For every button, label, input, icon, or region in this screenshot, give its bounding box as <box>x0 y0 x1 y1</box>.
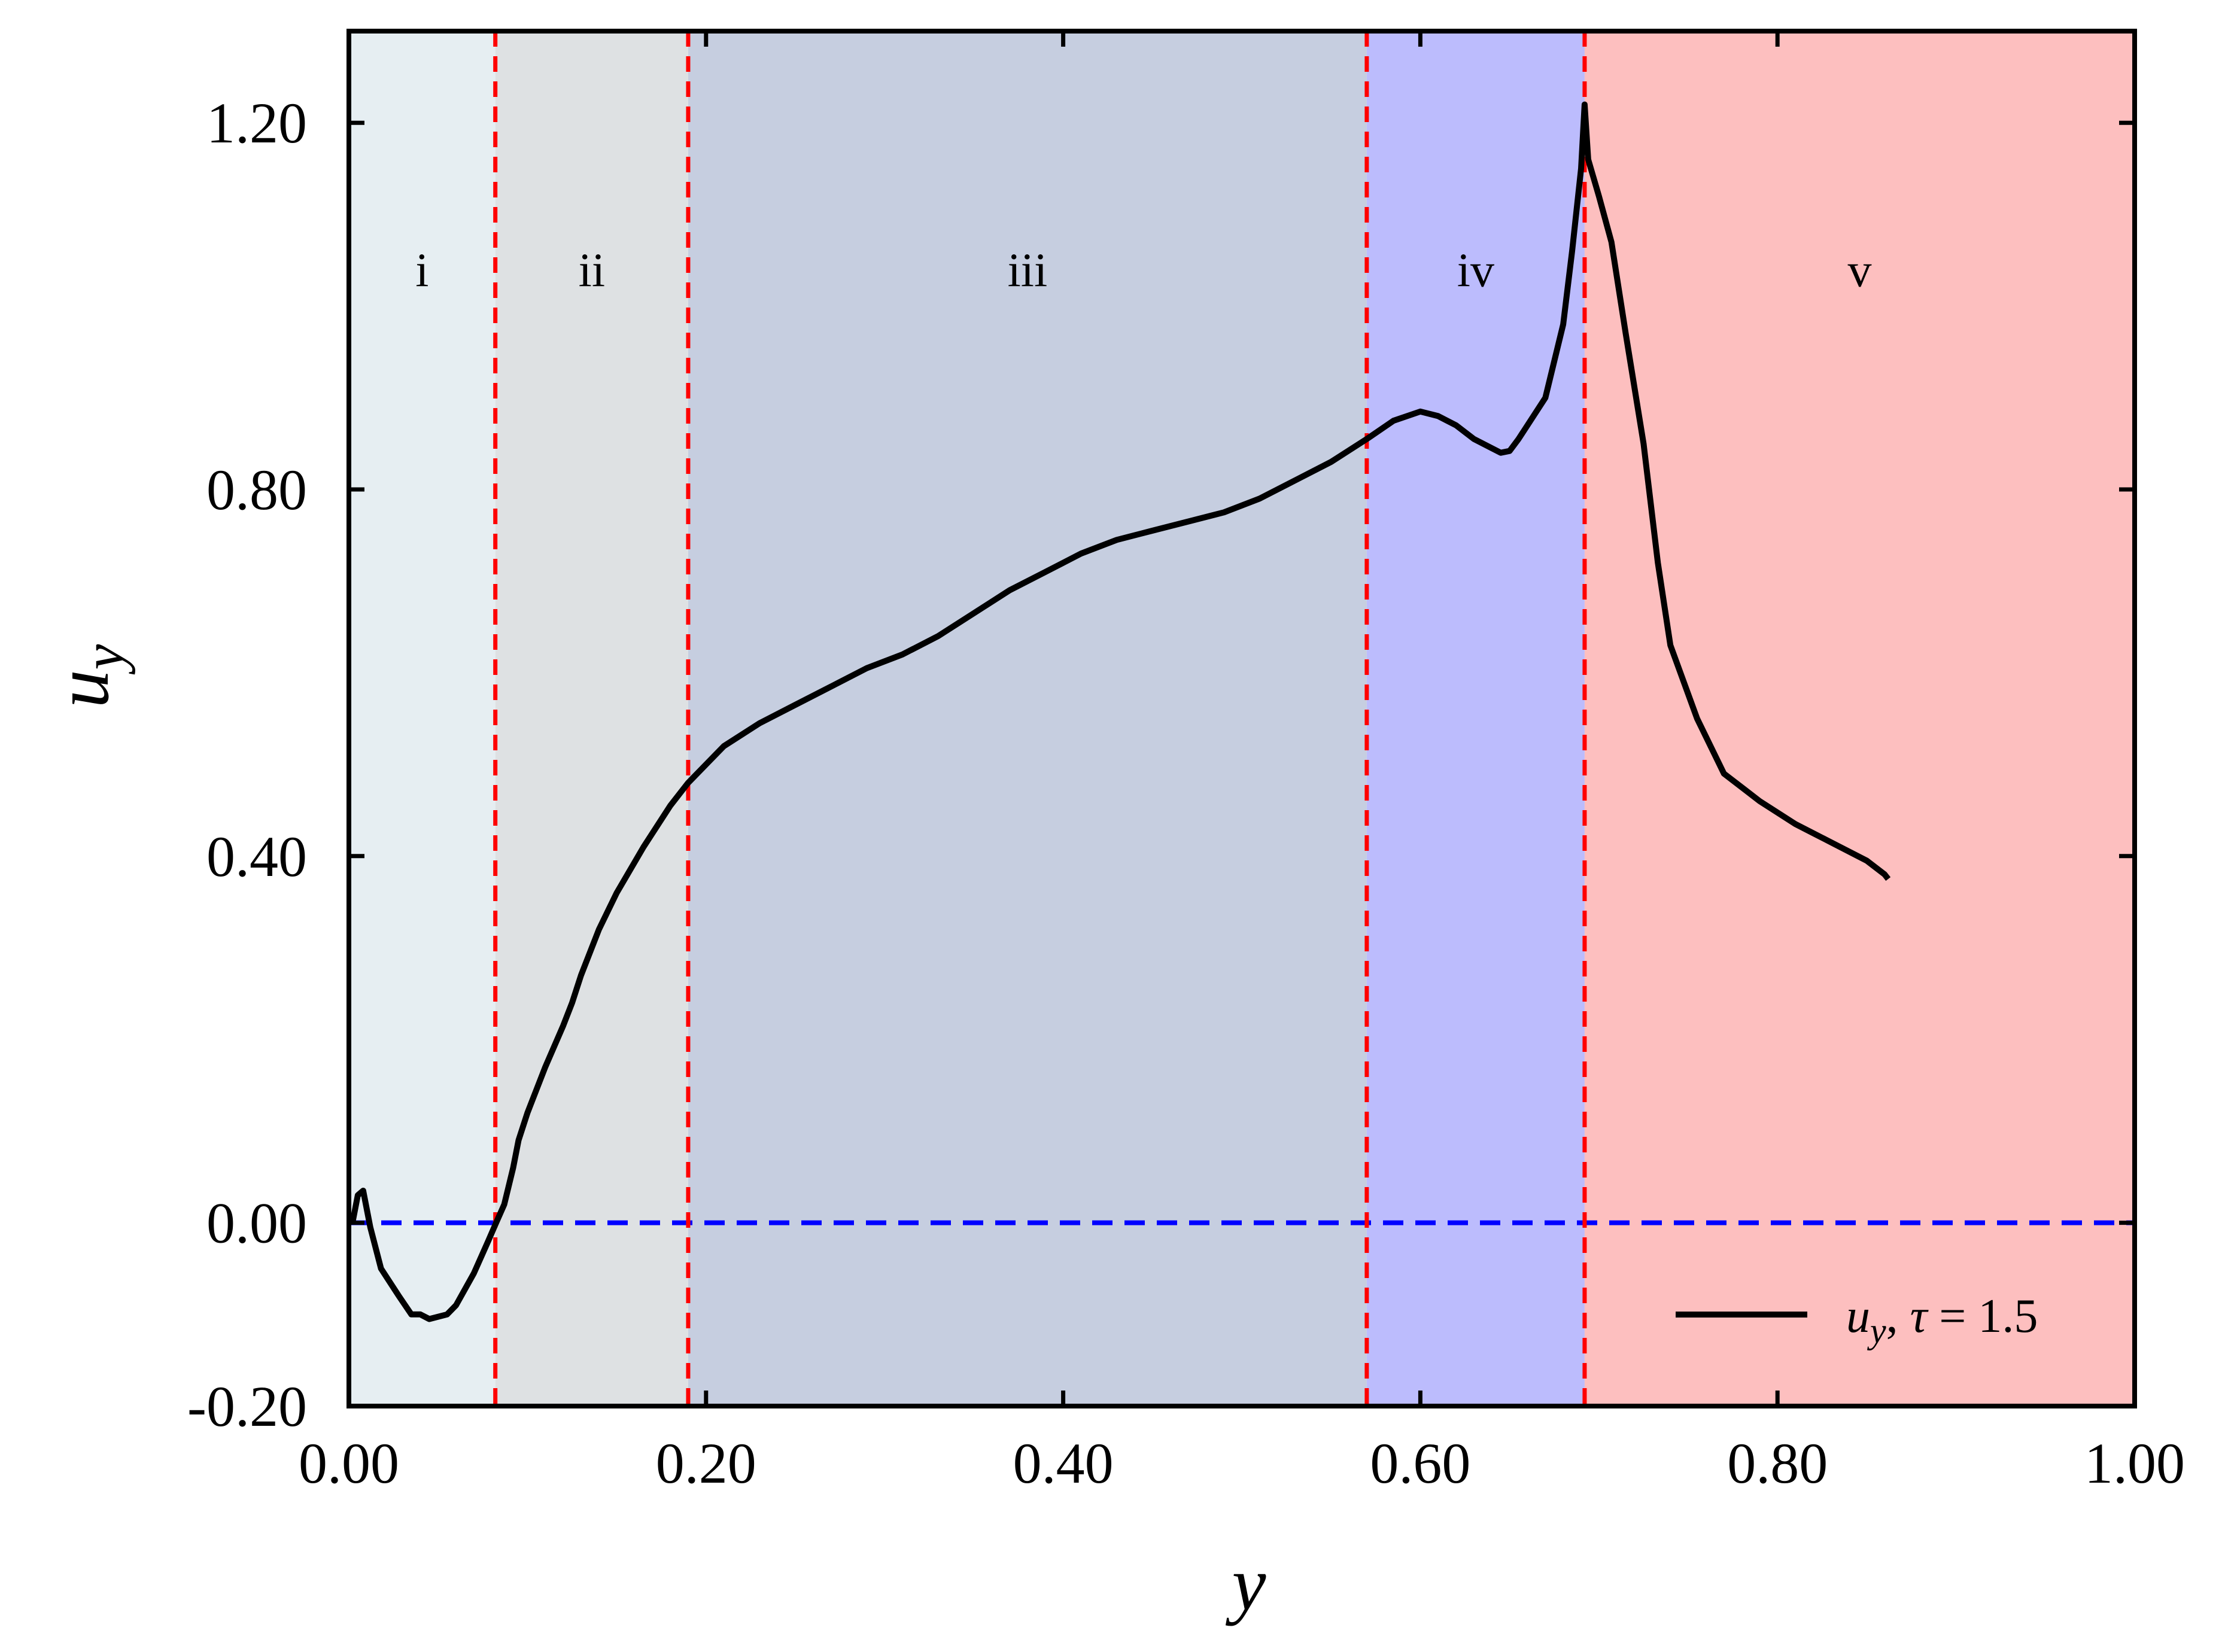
y-tick-label: -0.20 <box>187 1374 307 1438</box>
region-backgrounds <box>349 31 2135 1406</box>
y-axis-title-main: u <box>39 670 124 708</box>
region-label-v: v <box>1847 244 1871 297</box>
region-v <box>1584 31 2135 1406</box>
region-i <box>349 31 496 1406</box>
legend: uy, τ = 1.5 <box>1676 1290 2038 1350</box>
x-tick-label: 1.00 <box>2084 1431 2185 1495</box>
x-axis-title: y <box>1226 1541 1266 1626</box>
region-label-ii: ii <box>579 244 605 297</box>
y-tick-label: 0.80 <box>206 458 307 522</box>
y-tick-label: 0.00 <box>206 1191 307 1255</box>
series-line-uy <box>349 101 1891 1322</box>
y-tick-label: 0.40 <box>206 825 307 889</box>
region-iv <box>1366 31 1585 1406</box>
region-labels: i ii iii iv v <box>415 244 1871 297</box>
region-label-iii: iii <box>1008 244 1048 297</box>
region-boundaries <box>493 31 1587 1406</box>
y-axis-title: uy <box>39 644 135 708</box>
y-tick-labels: -0.20 0.00 0.40 0.80 1.20 <box>187 91 307 1438</box>
plot-frame <box>346 29 2137 1408</box>
region-ii <box>495 31 688 1406</box>
region-label-i: i <box>415 244 428 297</box>
x-tick-label: 0.20 <box>656 1431 756 1495</box>
x-tick-label: 0.80 <box>1727 1431 1828 1495</box>
region-iii <box>688 31 1367 1406</box>
region-label-iv: iv <box>1457 244 1494 297</box>
axis-ticks <box>346 31 2137 1408</box>
x-tick-label: 0.60 <box>1370 1431 1470 1495</box>
y-tick-label: 1.20 <box>206 91 307 155</box>
x-tick-label: 0.00 <box>299 1431 399 1495</box>
x-tick-labels: 0.00 0.20 0.40 0.60 0.80 1.00 <box>299 1431 2185 1495</box>
y-axis-title-sub: y <box>71 644 135 675</box>
legend-label: uy, τ = 1.5 <box>1846 1290 2038 1350</box>
x-tick-label: 0.40 <box>1013 1431 1114 1495</box>
